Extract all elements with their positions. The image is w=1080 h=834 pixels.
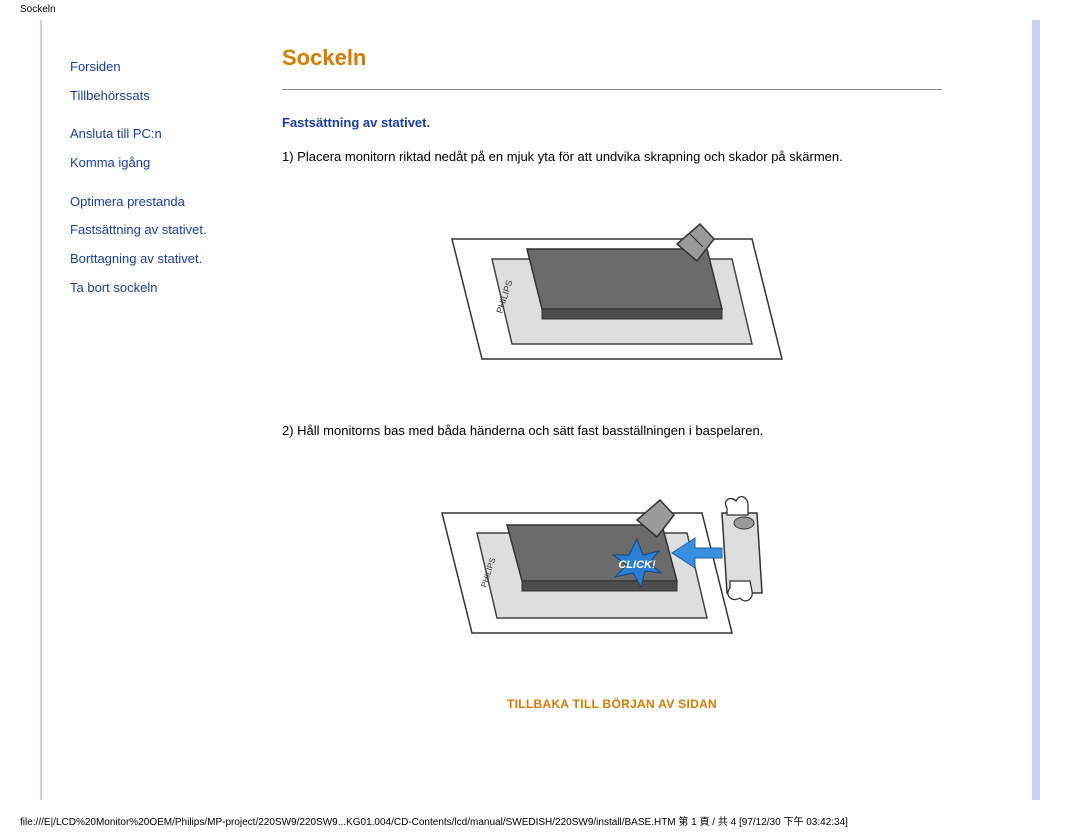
page-frame: Forsiden Tillbehörssats Ansluta till PC:…	[40, 20, 1040, 800]
sidebar-item-forsiden[interactable]: Forsiden	[70, 55, 242, 80]
back-to-top: TILLBAKA TILL BÖRJAN AV SIDAN	[282, 696, 942, 711]
header-label: Sockeln	[20, 4, 56, 15]
illustration-2: CLICK! PHILIPS	[422, 453, 802, 653]
click-badge-label: CLICK!	[618, 559, 656, 571]
sidebar-item-ansluta[interactable]: Ansluta till PC:n	[70, 122, 242, 147]
step-1-text: 1) Placera monitorn riktad nedåt på en m…	[282, 148, 942, 167]
sidebar-item-borttagning[interactable]: Borttagning av stativet.	[70, 247, 242, 272]
figure-2: CLICK! PHILIPS	[282, 453, 942, 656]
title-rule	[282, 89, 942, 90]
page-title: Sockeln	[282, 45, 942, 71]
illustration-1: PHILIPS	[422, 179, 802, 379]
main-content: Sockeln Fastsättning av stativet. 1) Pla…	[242, 20, 1032, 800]
section-heading: Fastsättning av stativet.	[282, 115, 942, 130]
figure-1: PHILIPS	[282, 179, 942, 382]
sidebar-item-optimera[interactable]: Optimera prestanda	[70, 190, 242, 215]
sidebar-item-fastsattning[interactable]: Fastsättning av stativet.	[70, 218, 242, 243]
footer-path: file:///E|/LCD%20Monitor%20OEM/Philips/M…	[20, 813, 848, 828]
sidebar-group-1: Forsiden Tillbehörssats	[70, 55, 242, 108]
step-2-text: 2) Håll monitorns bas med båda händerna …	[282, 422, 942, 441]
sidebar-item-ta-bort[interactable]: Ta bort sockeln	[70, 276, 242, 301]
sidebar-group-2: Ansluta till PC:n Komma igång	[70, 122, 242, 175]
sidebar-item-komma-igang[interactable]: Komma igång	[70, 151, 242, 176]
sidebar-group-3: Optimera prestanda Fastsättning av stati…	[70, 190, 242, 301]
back-to-top-link[interactable]: TILLBAKA TILL BÖRJAN AV SIDAN	[507, 697, 717, 711]
sidebar-item-tillbehorssats[interactable]: Tillbehörssats	[70, 84, 242, 109]
sidebar: Forsiden Tillbehörssats Ansluta till PC:…	[42, 20, 242, 800]
